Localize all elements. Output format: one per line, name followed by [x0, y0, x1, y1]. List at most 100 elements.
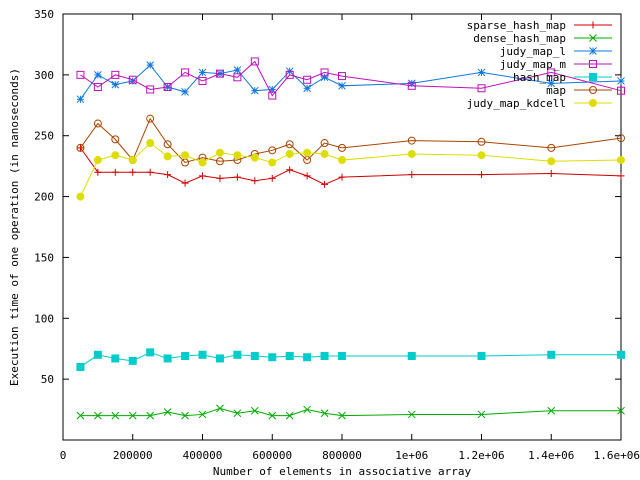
data-point: [111, 70, 120, 79]
data-point: [164, 171, 172, 179]
data-point: [407, 149, 416, 158]
legend-marker: [589, 34, 597, 42]
data-point: [163, 152, 172, 161]
data-point: [478, 171, 485, 179]
data-point: [303, 84, 311, 93]
y-tick-label: 350: [34, 8, 54, 21]
legend-marker: [589, 73, 597, 81]
data-point: [76, 192, 85, 201]
data-point: [320, 68, 329, 77]
data-point: [233, 350, 242, 359]
y-tick-label: 250: [34, 130, 54, 143]
data-point: [285, 352, 294, 361]
legend-marker: [589, 60, 597, 68]
legend-label: hash_map: [513, 71, 566, 84]
data-point: [215, 69, 224, 78]
data-point: [477, 84, 486, 93]
data-point: [198, 76, 207, 85]
data-point: [146, 348, 155, 357]
data-point: [338, 143, 346, 152]
data-point: [268, 174, 276, 182]
data-point: [321, 180, 329, 188]
data-point: [181, 151, 190, 160]
axis-ticks: 50 100 150 200 250 300 350 0 200000 400000 600000 8…: [34, 8, 640, 462]
data-point: [477, 137, 486, 146]
data-point: [111, 135, 120, 144]
data-point: [320, 352, 329, 361]
data-point: [93, 350, 102, 359]
x-tick-label: 400000: [183, 449, 223, 462]
data-point: [181, 352, 190, 361]
data-point: [617, 86, 625, 95]
series-line-dense_hash_map: [80, 407, 621, 417]
data-point: [146, 411, 155, 420]
data-point: [94, 411, 102, 420]
data-point: [215, 148, 224, 157]
data-point: [303, 172, 311, 180]
x-tick-label: 0: [60, 449, 67, 462]
data-point: [128, 156, 137, 165]
data-point: [233, 66, 242, 74]
data-point: [128, 75, 137, 84]
data-point: [111, 354, 120, 363]
data-point: [285, 411, 294, 420]
data-point: [198, 350, 207, 359]
data-point: [303, 405, 311, 414]
data-point: [547, 350, 556, 359]
data-point: [408, 171, 416, 179]
y-axis-label: Execution time of one operation (in nano…: [8, 68, 21, 386]
data-point: [250, 406, 259, 415]
data-point: [268, 85, 277, 94]
data-point: [181, 88, 189, 96]
data-point: [216, 174, 224, 182]
y-tick-label: 100: [34, 312, 54, 325]
data-point: [250, 57, 259, 66]
data-point: [617, 134, 625, 143]
legend-marker: [589, 99, 597, 107]
data-point: [251, 177, 259, 185]
data-point: [215, 354, 224, 363]
data-point: [163, 83, 172, 92]
data-point: [146, 85, 155, 94]
data-point: [320, 149, 329, 158]
series-line-judy_map_m: [80, 60, 622, 97]
x-tick-label: 1.4e+06: [528, 449, 574, 462]
data-point: [233, 73, 242, 82]
data-point: [338, 72, 346, 81]
data-point: [477, 68, 486, 77]
x-tick-label: 1e+06: [395, 449, 428, 462]
data-point: [547, 68, 556, 77]
data-point: [216, 404, 224, 413]
series-judy_map_m: [76, 57, 625, 100]
legend-label: sparse_hash_map: [467, 19, 566, 32]
data-point: [76, 95, 85, 104]
legend-label: judy_map_m: [500, 58, 567, 71]
legend-marker: [589, 47, 597, 55]
data-point: [320, 139, 329, 148]
data-point: [163, 408, 172, 416]
data-point: [617, 77, 625, 85]
data-point: [198, 158, 207, 167]
data-point: [128, 77, 137, 85]
data-point: [407, 136, 416, 145]
series-line-sparse_hash_map: [80, 147, 622, 185]
data-point: [233, 173, 241, 181]
x-tick-label: 600000: [252, 449, 292, 462]
legend-label: dense_hash_map: [473, 32, 566, 45]
data-point: [268, 411, 277, 420]
data-point: [407, 352, 416, 361]
data-point: [163, 140, 172, 149]
data-point: [250, 86, 259, 95]
data-point: [94, 71, 102, 79]
data-point: [407, 79, 416, 88]
series-layer: [76, 57, 625, 420]
data-point: [76, 70, 85, 79]
data-point: [547, 169, 555, 177]
legend-label: judy_map_kdcell: [467, 97, 566, 110]
x-tick-label: 1.6e+06: [594, 449, 640, 462]
data-point: [268, 146, 277, 155]
data-point: [250, 352, 259, 361]
legend-label: judy_map_l: [500, 45, 566, 58]
data-point: [146, 61, 155, 69]
